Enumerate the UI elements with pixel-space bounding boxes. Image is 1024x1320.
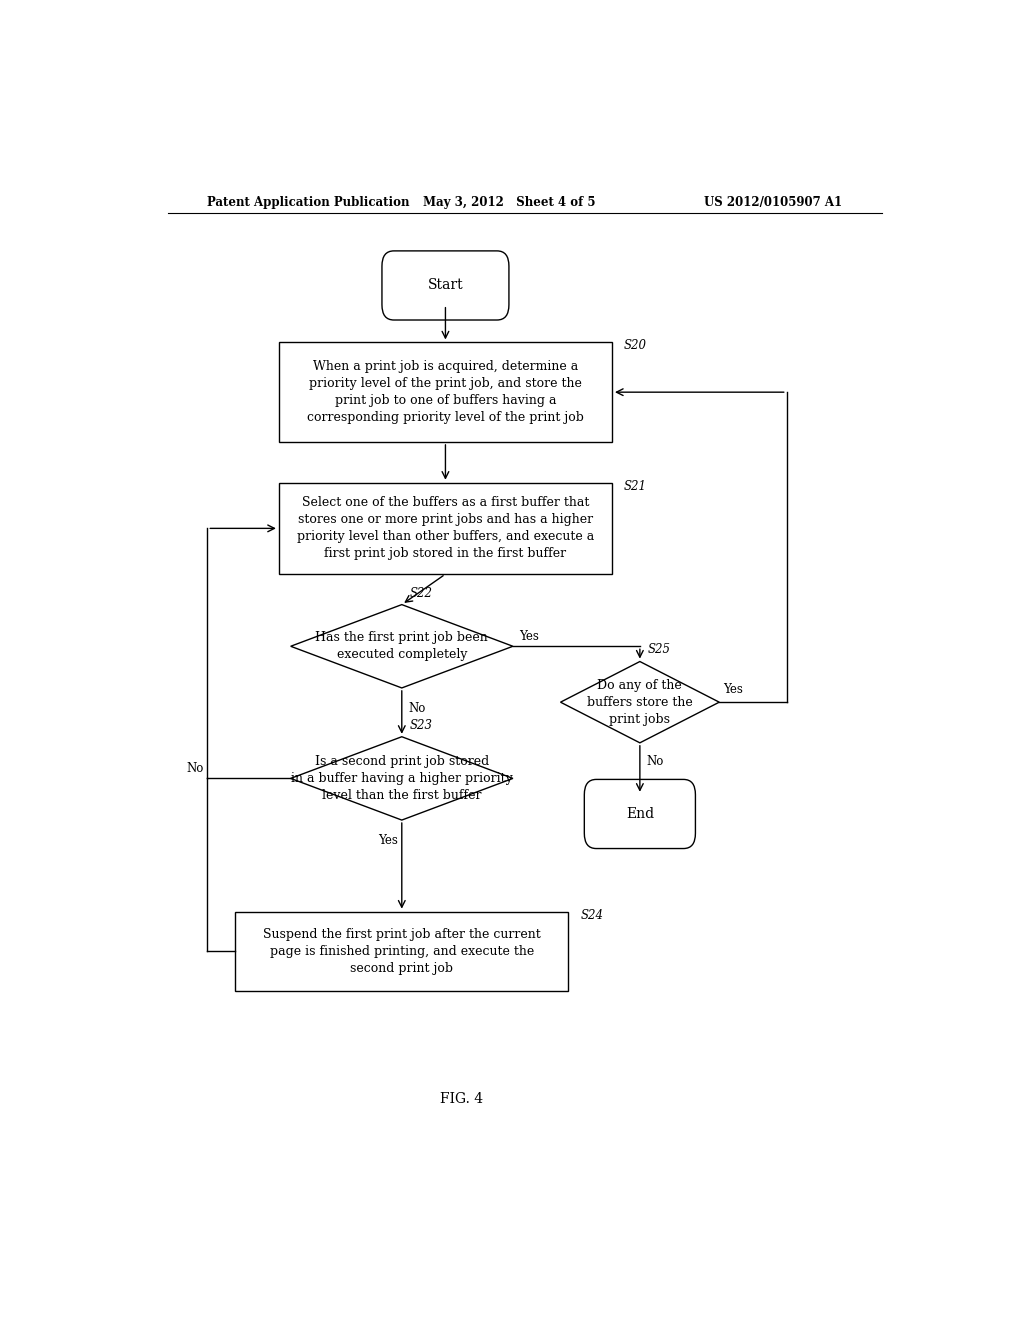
Text: Start: Start [428,279,463,293]
Polygon shape [291,737,513,820]
Text: S22: S22 [410,586,433,599]
Text: US 2012/0105907 A1: US 2012/0105907 A1 [705,195,842,209]
Text: Suspend the first print job after the current
page is finished printing, and exe: Suspend the first print job after the cu… [263,928,541,974]
Text: No: No [646,755,664,768]
Text: S20: S20 [624,339,647,352]
Text: No: No [186,762,204,775]
Text: S21: S21 [624,479,647,492]
Polygon shape [560,661,719,743]
Text: End: End [626,807,654,821]
Text: S24: S24 [581,908,603,921]
FancyBboxPatch shape [382,251,509,319]
Text: May 3, 2012   Sheet 4 of 5: May 3, 2012 Sheet 4 of 5 [423,195,595,209]
Text: Yes: Yes [378,834,397,847]
Text: S25: S25 [648,643,671,656]
Bar [236,912,568,991]
Text: When a print job is acquired, determine a
priority level of the print job, and s: When a print job is acquired, determine … [307,360,584,424]
Text: Yes: Yes [723,684,743,697]
FancyBboxPatch shape [585,779,695,849]
Text: FIG. 4: FIG. 4 [439,1092,483,1106]
Text: S23: S23 [410,718,433,731]
Text: Do any of the
buffers store the
print jobs: Do any of the buffers store the print jo… [587,678,693,726]
Bar [279,342,612,442]
Polygon shape [291,605,513,688]
Text: Is a second print job stored
in a buffer having a higher priority
level than the: Is a second print job stored in a buffer… [291,755,513,803]
Text: Yes: Yes [519,630,539,643]
Text: Patent Application Publication: Patent Application Publication [207,195,410,209]
Text: Has the first print job been
executed completely: Has the first print job been executed co… [315,631,488,661]
Text: No: No [409,702,426,714]
Bar [279,483,612,574]
Text: Select one of the buffers as a first buffer that
stores one or more print jobs a: Select one of the buffers as a first buf… [297,496,594,561]
